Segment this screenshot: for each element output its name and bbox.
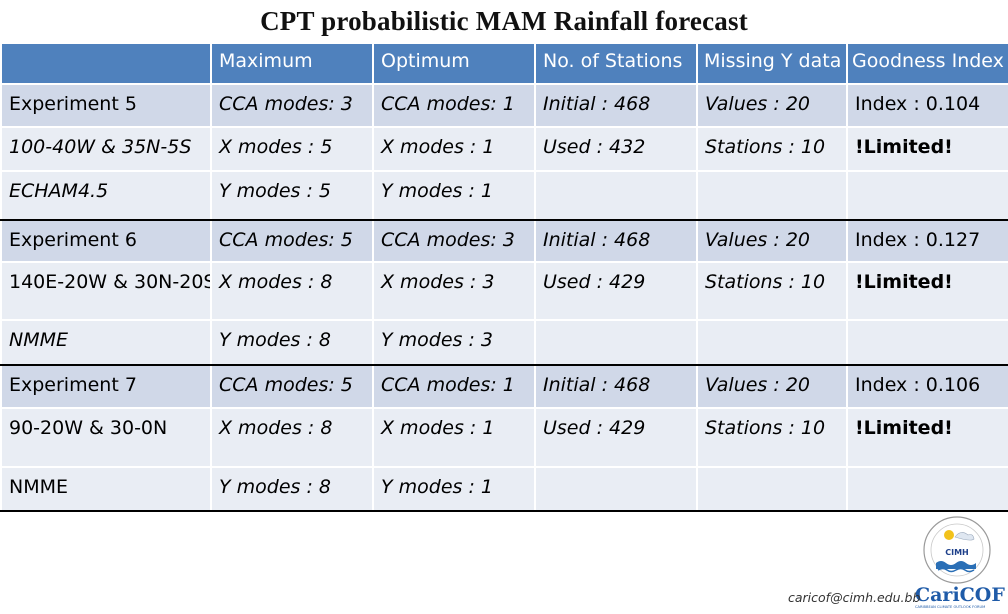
table-cell: Index : 0.106 xyxy=(846,364,1008,409)
table-row: 90-20W & 30-0N X modes : 8 X modes : 1 U… xyxy=(0,407,1008,468)
experiment-name: Experiment 5 xyxy=(0,83,212,128)
table-cell: Values : 20 xyxy=(696,219,848,263)
header-cell-missing: Missing Y data xyxy=(696,42,848,85)
header-cell-optimum: Optimum xyxy=(372,42,536,85)
table-cell: Y modes : 3 xyxy=(372,319,536,366)
table-cell: Initial : 468 xyxy=(534,219,698,263)
table-row: Experiment 5 CCA modes: 3 CCA modes: 1 I… xyxy=(0,83,1008,128)
table-cell: Index : 0.104 xyxy=(846,83,1008,128)
table-cell xyxy=(534,170,698,221)
table-cell: Y modes : 5 xyxy=(210,170,374,221)
table-cell: CCA modes: 5 xyxy=(210,219,374,263)
table-row: NMME Y modes : 8 Y modes : 1 xyxy=(0,466,1008,512)
table-cell: Used : 432 xyxy=(534,126,698,172)
table-cell xyxy=(846,170,1008,221)
table-cell: CCA modes: 1 xyxy=(372,83,536,128)
table-cell: Values : 20 xyxy=(696,364,848,409)
limited-flag: !Limited! xyxy=(846,407,1008,468)
table-cell xyxy=(696,466,848,512)
table-cell: 90-20W & 30-0N xyxy=(0,407,212,468)
table-cell: Index : 0.127 xyxy=(846,219,1008,263)
table-cell: X modes : 8 xyxy=(210,407,374,468)
table-cell: X modes : 8 xyxy=(210,261,374,321)
table-cell: ECHAM4.5 xyxy=(0,170,212,221)
table-cell xyxy=(534,466,698,512)
table-cell: X modes : 3 xyxy=(372,261,536,321)
table-cell: CCA modes: 3 xyxy=(210,83,374,128)
header-cell-blank xyxy=(0,42,212,85)
table-cell: X modes : 1 xyxy=(372,407,536,468)
table-cell: CCA modes: 1 xyxy=(372,364,536,409)
table-cell xyxy=(534,319,698,366)
header-cell-maximum: Maximum xyxy=(210,42,374,85)
limited-flag: !Limited! xyxy=(846,261,1008,321)
table-cell: Y modes : 1 xyxy=(372,466,536,512)
table-row: 100-40W & 35N-5S X modes : 5 X modes : 1… xyxy=(0,126,1008,172)
contact-email: caricof@cimh.edu.bb xyxy=(788,590,921,605)
header-cell-goodness: Goodness Index xyxy=(846,42,1008,85)
forecast-table: Maximum Optimum No. of Stations Missing … xyxy=(0,42,1008,512)
table-cell: 100-40W & 35N-5S xyxy=(0,126,212,172)
table-cell: Initial : 468 xyxy=(534,364,698,409)
table-cell: Y modes : 1 xyxy=(372,170,536,221)
table-cell: Used : 429 xyxy=(534,407,698,468)
limited-flag: !Limited! xyxy=(846,126,1008,172)
experiment-name: Experiment 6 xyxy=(0,219,212,263)
table-row: ECHAM4.5 Y modes : 5 Y modes : 1 xyxy=(0,170,1008,221)
header-cell-stations: No. of Stations xyxy=(534,42,698,85)
table-cell: CCA modes: 3 xyxy=(372,219,536,263)
table-cell xyxy=(846,466,1008,512)
table-cell xyxy=(846,319,1008,366)
table-row: Experiment 7 CCA modes: 5 CCA modes: 1 I… xyxy=(0,364,1008,409)
table-cell: 140E-20W & 30N-20S xyxy=(0,261,212,321)
cimh-logo: CIMH xyxy=(923,516,991,584)
table-cell: Stations : 10 xyxy=(696,126,848,172)
table-cell: Y modes : 8 xyxy=(210,319,374,366)
table-cell: NMME xyxy=(0,319,212,366)
table-cell: X modes : 5 xyxy=(210,126,374,172)
table-cell: Stations : 10 xyxy=(696,407,848,468)
table-row: Experiment 6 CCA modes: 5 CCA modes: 3 I… xyxy=(0,219,1008,263)
table-cell xyxy=(696,170,848,221)
caricof-subtitle: CARIBBEAN CLIMATE OUTLOOK FORUM xyxy=(915,605,985,609)
page-title: CPT probabilistic MAM Rainfall forecast xyxy=(260,6,748,36)
table-cell xyxy=(696,319,848,366)
table-cell: CCA modes: 5 xyxy=(210,364,374,409)
experiment-name: Experiment 7 xyxy=(0,364,212,409)
table-cell: Stations : 10 xyxy=(696,261,848,321)
caricof-logo: CariCOF CARIBBEAN CLIMATE OUTLOOK FORUM xyxy=(913,582,1005,610)
table-header-row: Maximum Optimum No. of Stations Missing … xyxy=(0,42,1008,85)
table-cell: NMME xyxy=(0,466,212,512)
table-cell: X modes : 1 xyxy=(372,126,536,172)
table-cell: Used : 429 xyxy=(534,261,698,321)
table-cell: Y modes : 8 xyxy=(210,466,374,512)
table-cell: Values : 20 xyxy=(696,83,848,128)
table-cell: Initial : 468 xyxy=(534,83,698,128)
table-row: 140E-20W & 30N-20S X modes : 8 X modes :… xyxy=(0,261,1008,321)
table-row: NMME Y modes : 8 Y modes : 3 xyxy=(0,319,1008,366)
caricof-logo-text: CariCOF xyxy=(915,584,1005,606)
cimh-logo-text: CIMH xyxy=(945,548,969,557)
